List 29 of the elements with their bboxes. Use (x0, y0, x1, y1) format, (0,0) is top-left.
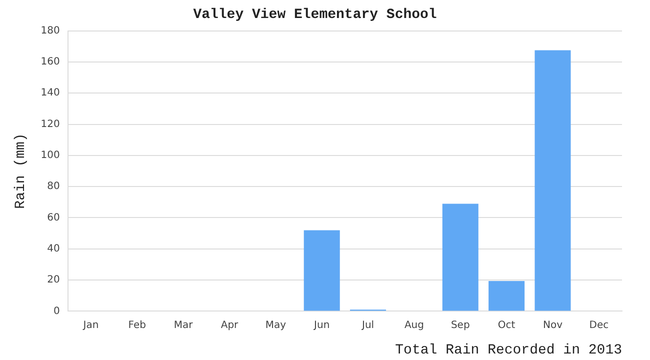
y-tick-label: 120 (40, 118, 60, 130)
y-tick-label: 100 (40, 150, 60, 162)
bar (304, 230, 340, 311)
chart-title: Valley View Elementary School (193, 6, 437, 23)
y-tick-label: 20 (47, 274, 60, 286)
y-tick-label: 40 (47, 243, 60, 254)
x-tick-label: May (265, 320, 286, 331)
x-tick-label: Nov (542, 320, 563, 331)
y-axis-title: Rain (mm) (13, 133, 30, 209)
x-tick-label: Oct (498, 320, 516, 331)
x-tick-label: Dec (589, 320, 609, 331)
y-tick-label: 80 (47, 181, 60, 192)
x-tick-label: Jun (313, 320, 330, 331)
x-tick-label: Apr (220, 320, 240, 331)
y-tick-label: 160 (40, 56, 60, 68)
x-tick-label: Jan (82, 320, 99, 331)
y-tick-label: 0 (54, 306, 60, 317)
x-tick-label: Aug (404, 320, 424, 331)
x-axis-title: Total Rain Recorded in 2013 (395, 342, 622, 358)
y-tick-label: 180 (40, 25, 60, 36)
bar (442, 204, 478, 311)
bar (488, 280, 525, 311)
x-tick-label: Sep (450, 320, 470, 331)
x-tick-label: Mar (174, 320, 194, 331)
y-tick-label: 60 (47, 212, 60, 224)
x-tick-label: Jul (360, 320, 374, 331)
bar (534, 50, 571, 311)
x-tick-label: Feb (128, 320, 146, 331)
y-tick-label: 140 (40, 88, 60, 99)
